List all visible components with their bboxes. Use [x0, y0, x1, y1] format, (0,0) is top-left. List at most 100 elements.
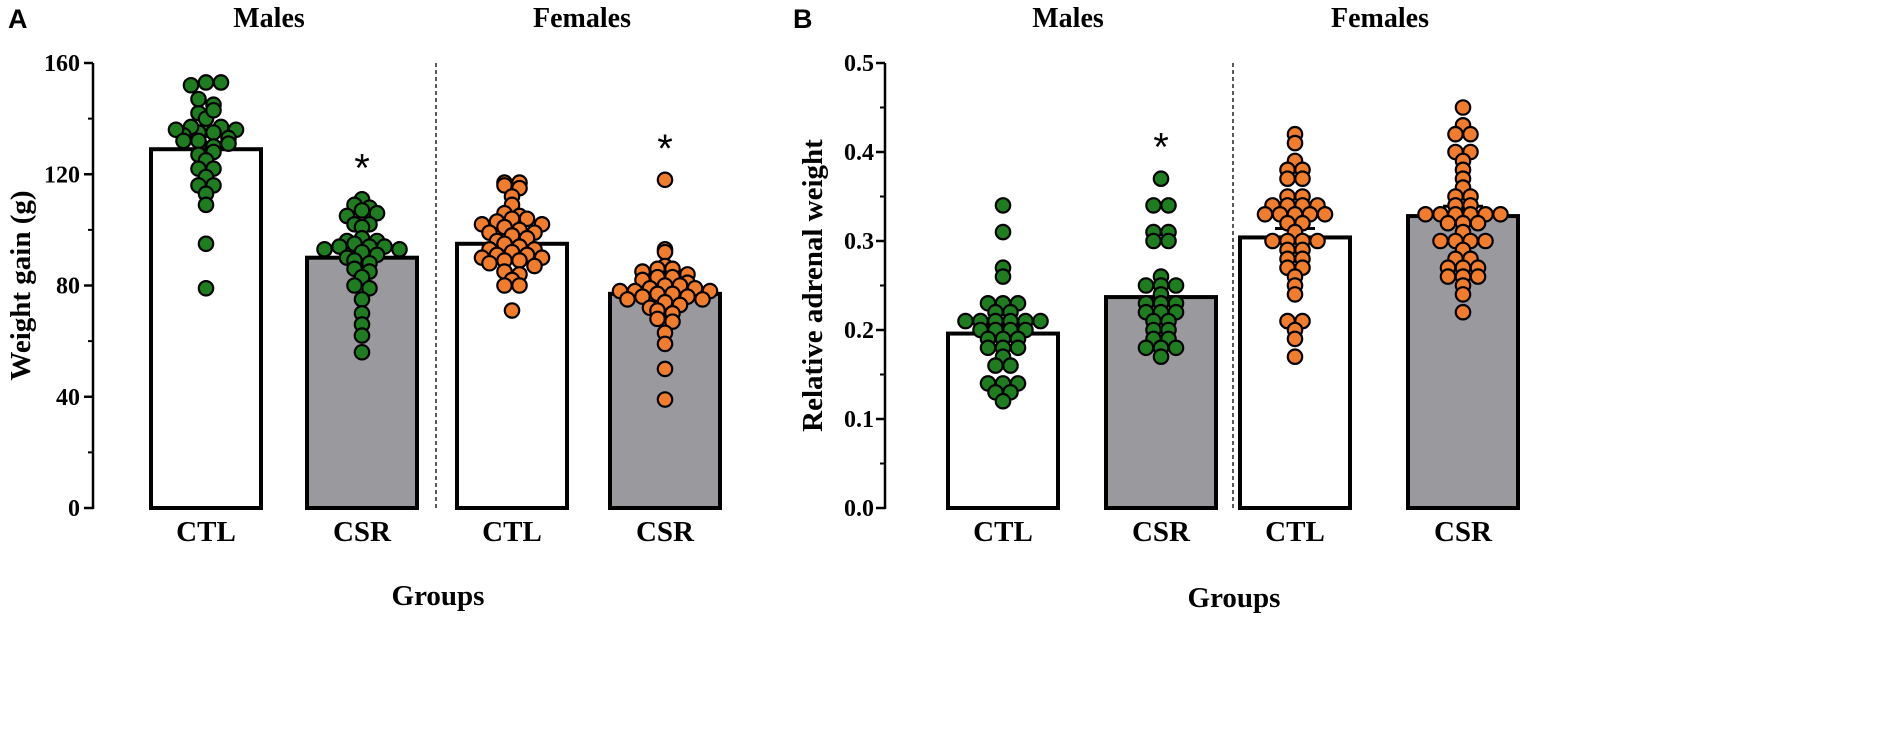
x-axis-title: Groups	[392, 580, 485, 612]
data-point	[391, 241, 408, 258]
data-point	[957, 312, 974, 330]
data-point	[1160, 232, 1177, 250]
group-label: Females	[533, 3, 631, 34]
data-point	[175, 132, 192, 150]
significance-marker: *	[354, 146, 370, 190]
group-label: Females	[1331, 3, 1429, 34]
category-label: CTL	[176, 516, 236, 548]
data-point	[361, 279, 378, 297]
data-point	[694, 291, 711, 308]
data-point	[1286, 134, 1304, 152]
data-point	[1294, 170, 1311, 187]
x-axis-title: Groups	[1188, 582, 1281, 614]
data-point	[205, 101, 222, 119]
panel-b: B Males Females CTL * CSR CTL CSR 0.0 0.1 0.2 0.3 0.…	[793, 3, 1520, 614]
data-point	[1286, 286, 1304, 303]
data-point	[1454, 286, 1472, 303]
data-point	[1286, 330, 1304, 348]
data-point	[979, 339, 997, 357]
data-point	[1309, 232, 1326, 250]
data-point	[1002, 357, 1019, 374]
data-point	[1477, 232, 1494, 250]
data-point	[656, 391, 674, 408]
data-point	[1256, 206, 1274, 223]
data-point	[205, 124, 222, 141]
data-point	[190, 132, 207, 150]
y-tick-label: 80	[56, 274, 80, 300]
data-point	[518, 210, 536, 228]
data-point	[1145, 197, 1162, 214]
data-point	[1137, 339, 1155, 357]
group-label: Males	[233, 3, 305, 34]
data-point	[987, 357, 1004, 374]
bar	[305, 255, 419, 510]
data-point	[656, 335, 674, 353]
group-label: Males	[1032, 3, 1104, 34]
data-point	[1145, 232, 1162, 250]
data-point	[1439, 268, 1457, 285]
data-point	[656, 243, 674, 261]
y-tick-label: 0.3	[844, 229, 874, 255]
data-point	[1417, 206, 1434, 223]
data-point	[1462, 125, 1479, 143]
data-point	[1454, 303, 1472, 321]
data-point	[1167, 339, 1185, 357]
data-point	[368, 204, 386, 222]
data-point	[496, 277, 513, 294]
data-point	[197, 235, 215, 253]
data-point	[1469, 268, 1487, 285]
category-label: CSR	[333, 516, 392, 548]
data-point	[1152, 348, 1170, 365]
data-point	[353, 291, 371, 308]
data-point	[1279, 170, 1296, 187]
data-point	[1137, 277, 1155, 294]
y-axis-title: Weight gain (g)	[5, 190, 37, 380]
data-point	[1454, 99, 1472, 116]
panel-letter: B	[793, 4, 813, 34]
category-label: CTL	[1265, 516, 1325, 548]
data-point	[353, 327, 371, 344]
data-point	[656, 360, 674, 378]
data-point	[1447, 125, 1464, 143]
data-point	[526, 257, 543, 275]
data-point	[1264, 232, 1281, 250]
category-label: CSR	[1132, 516, 1191, 548]
data-point	[503, 302, 521, 319]
data-point	[994, 392, 1012, 410]
y-tick-label: 0.2	[844, 318, 874, 344]
data-point	[649, 310, 666, 328]
data-point	[182, 76, 200, 94]
data-point	[167, 121, 185, 139]
panel-letter: A	[8, 4, 28, 34]
y-tick-label: 120	[44, 162, 80, 188]
data-point	[353, 202, 371, 219]
data-point	[190, 90, 207, 108]
y-tick-label: 0.1	[844, 407, 874, 433]
data-point	[197, 279, 215, 297]
y-tick-label: 0.5	[844, 51, 874, 77]
data-point	[212, 74, 230, 91]
data-point	[197, 74, 215, 91]
data-point	[511, 252, 528, 269]
category-label: CTL	[973, 516, 1033, 548]
y-axis-title: Relative adrenal weight	[797, 139, 829, 432]
y-tick-label: 160	[44, 51, 80, 77]
significance-marker: *	[1153, 126, 1169, 170]
y-tick-label: 0.4	[844, 140, 874, 166]
data-point	[1492, 206, 1509, 223]
data-point	[346, 277, 363, 294]
data-point	[1032, 312, 1049, 330]
data-point	[316, 241, 333, 258]
data-point	[994, 197, 1012, 214]
data-point	[1009, 339, 1027, 357]
data-point	[197, 196, 215, 214]
data-point	[664, 313, 681, 330]
data-point	[994, 223, 1012, 241]
data-point	[1152, 170, 1170, 187]
data-point	[1439, 214, 1457, 232]
data-point	[1160, 197, 1177, 214]
data-point	[656, 171, 674, 189]
data-point	[511, 277, 528, 294]
category-label: CTL	[482, 516, 542, 548]
